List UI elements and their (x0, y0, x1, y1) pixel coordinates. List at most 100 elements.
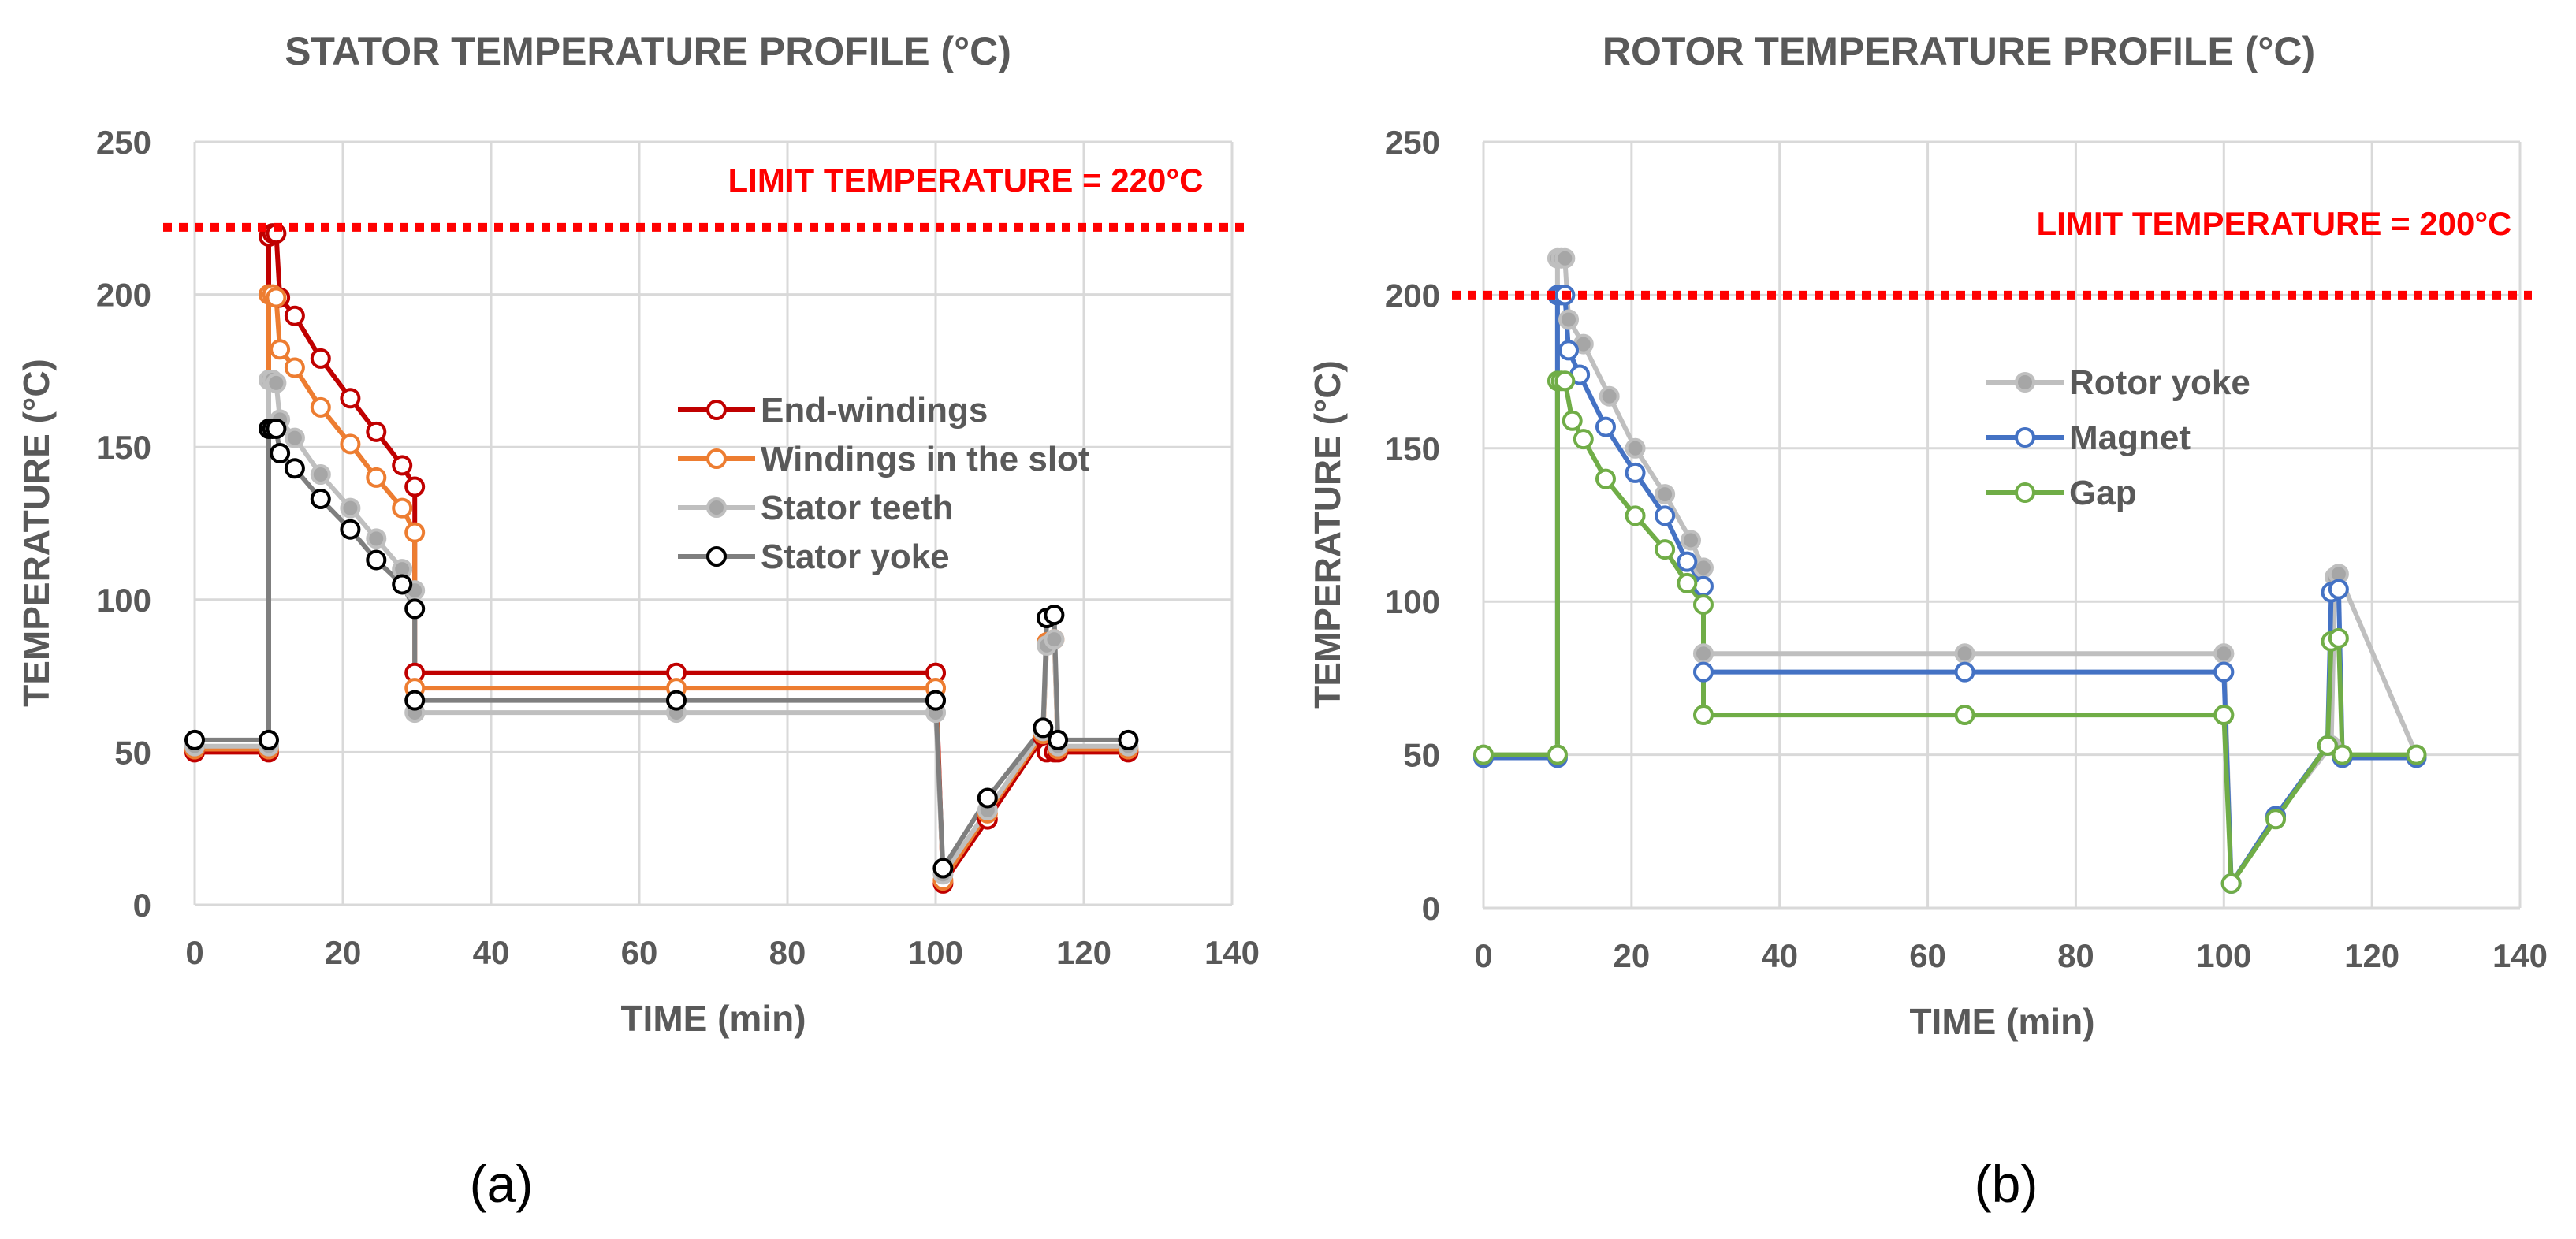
data-point-magnet (2213, 661, 2235, 683)
series-line-end-windings (195, 231, 1129, 886)
data-point-rotor-yoke (1681, 530, 1701, 551)
data-point-stator-yoke (404, 598, 426, 620)
x-tick-label: 0 (1474, 937, 1492, 974)
stator-chart: STATOR TEMPERATURE PROFILE (°C) 0 50 100 150… (16, 29, 1260, 1213)
legend-marker-stator-yoke (706, 546, 727, 567)
data-point-gap (2332, 744, 2353, 765)
data-point-gap (2213, 705, 2235, 726)
data-point-stator-yoke (284, 458, 305, 479)
legend-marker-gap (2015, 482, 2035, 503)
x-tick-label: 120 (1056, 934, 1111, 971)
data-point-rotor-yoke (1954, 643, 1975, 664)
y-tick-label: 200 (96, 277, 151, 314)
data-point-magnet (1655, 505, 1676, 526)
data-point-windings-in-the-slot (404, 522, 426, 543)
data-point-windings-in-the-slot (270, 339, 291, 360)
chart-title: STATOR TEMPERATURE PROFILE (°C) (285, 29, 1011, 73)
x-tick-label: 140 (1204, 934, 1260, 971)
data-point-windings-in-the-slot (340, 433, 361, 455)
legend-marker-stator-teeth (706, 497, 727, 518)
limit-temperature-label: LIMIT TEMPERATURE = 220°C (728, 162, 1204, 199)
data-point-stator-yoke (366, 549, 387, 571)
panel-label: (a) (470, 1155, 534, 1213)
data-point-end-windings (404, 476, 426, 497)
data-point-stator-yoke (1044, 605, 1065, 626)
data-point-gap (1473, 744, 1494, 765)
x-tick-label: 40 (473, 934, 510, 971)
legend-label-windings-in-the-slot: Windings in the slot (761, 440, 1090, 478)
data-point-magnet (1625, 462, 1646, 483)
x-tick-label: 60 (1909, 937, 1946, 974)
x-tick-label: 80 (769, 934, 806, 971)
data-point-stator-yoke (1118, 729, 1139, 750)
data-point-end-windings (340, 388, 361, 409)
chart-title: ROTOR TEMPERATURE PROFILE (°C) (1603, 29, 2315, 73)
data-point-gap (1547, 744, 1568, 765)
y-tick-label: 0 (133, 887, 151, 924)
data-point-windings-in-the-slot (366, 467, 387, 488)
data-point-gap (1625, 505, 1646, 526)
data-point-stator-yoke (977, 787, 998, 809)
data-point-stator-teeth (366, 528, 387, 549)
data-point-gap (1655, 539, 1676, 560)
data-point-stator-yoke (666, 690, 687, 711)
legend-marker-rotor-yoke (2015, 372, 2035, 393)
data-point-stator-yoke (310, 489, 331, 510)
data-point-end-windings (392, 455, 413, 476)
y-axis-label: TEMPERATURE (°C) (16, 359, 57, 707)
y-tick-label: 100 (96, 582, 151, 619)
data-point-windings-in-the-slot (392, 497, 413, 519)
data-point-stator-yoke (404, 690, 426, 711)
data-point-gap (2317, 735, 2338, 756)
data-point-stator-teeth (266, 372, 287, 393)
data-point-stator-yoke (340, 519, 361, 540)
legend-label-end-windings: End-windings (761, 391, 988, 430)
y-tick-label: 250 (1385, 124, 1440, 161)
data-point-gap (1692, 705, 1714, 726)
data-point-gap (2328, 627, 2349, 649)
x-tick-label: 20 (325, 934, 362, 971)
legend-label-stator-yoke: Stator yoke (761, 538, 950, 576)
data-point-stator-yoke (932, 858, 954, 879)
data-point-gap (1595, 468, 1616, 489)
data-point-rotor-yoke (1554, 247, 1576, 269)
data-point-stator-yoke (1048, 729, 1069, 750)
data-point-rotor-yoke (1655, 484, 1676, 505)
series-line-magnet (1483, 292, 2417, 886)
data-point-gap (2265, 809, 2287, 830)
data-point-stator-yoke (259, 729, 279, 750)
data-point-gap (1573, 429, 1594, 450)
x-tick-label: 100 (2196, 937, 2251, 974)
data-point-end-windings (284, 305, 305, 326)
data-point-stator-yoke (270, 442, 291, 463)
data-point-magnet (1692, 575, 1714, 597)
data-point-windings-in-the-slot (266, 287, 287, 308)
x-tick-label: 0 (185, 934, 203, 971)
data-point-stator-teeth (1044, 629, 1065, 650)
data-point-rotor-yoke (2213, 643, 2235, 664)
data-point-gap (1562, 410, 1583, 431)
legend-marker-magnet (2015, 427, 2035, 448)
data-point-magnet (1677, 551, 1698, 572)
y-tick-label: 150 (1385, 430, 1440, 467)
data-point-magnet (1954, 661, 1975, 683)
y-tick-label: 50 (1403, 737, 1440, 774)
legend-label-rotor-yoke: Rotor yoke (2069, 363, 2250, 402)
data-point-rotor-yoke (1692, 643, 1714, 664)
data-point-rotor-yoke (1558, 309, 1580, 330)
data-point-stator-yoke (184, 729, 205, 750)
y-axis-label: TEMPERATURE (°C) (1307, 360, 1348, 709)
data-point-rotor-yoke (1599, 385, 1620, 407)
y-tick-label: 150 (96, 429, 151, 466)
x-tick-label: 120 (2344, 937, 2399, 974)
y-tick-label: 200 (1385, 277, 1440, 314)
data-point-gap (1954, 705, 1975, 726)
data-point-magnet (2328, 579, 2349, 600)
legend-marker-end-windings (706, 400, 727, 420)
data-point-stator-yoke (266, 418, 287, 439)
data-point-stator-yoke (392, 574, 413, 595)
x-tick-label: 20 (1613, 937, 1650, 974)
y-tick-label: 50 (114, 734, 151, 771)
data-point-stator-yoke (925, 690, 946, 711)
data-point-stator-teeth (310, 464, 331, 486)
